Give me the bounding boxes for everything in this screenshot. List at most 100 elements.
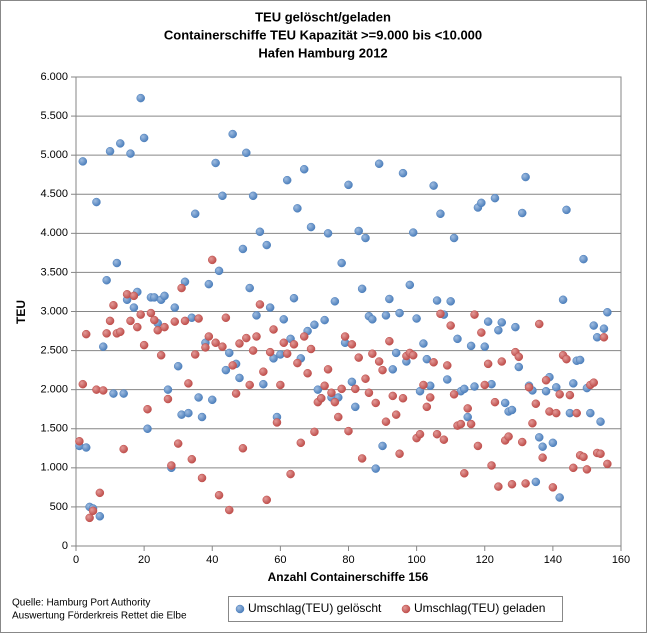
scatter-point xyxy=(289,293,299,303)
scatter-point xyxy=(163,394,173,404)
scatter-point xyxy=(228,361,237,370)
scatter-point xyxy=(361,233,370,243)
scatter-point xyxy=(371,464,380,473)
scatter-point xyxy=(255,300,265,309)
scatter-point xyxy=(259,367,268,376)
scatter-point xyxy=(293,358,302,368)
scatter-point xyxy=(381,417,391,426)
scatter-point xyxy=(337,384,346,394)
scatter-point xyxy=(126,149,135,158)
scatter-point xyxy=(415,429,425,439)
y-tick-label: 4.000 xyxy=(40,227,68,239)
y-axis-label: TEU xyxy=(14,300,28,324)
scatter-point xyxy=(480,342,489,351)
scatter-point xyxy=(95,512,105,521)
scatter-point xyxy=(133,322,142,332)
scatter-point xyxy=(429,358,438,367)
scatter-point xyxy=(535,319,544,329)
x-tick-label: 0 xyxy=(73,554,79,566)
scatter-point xyxy=(412,314,421,323)
scatter-point xyxy=(494,482,503,491)
scatter-point xyxy=(75,437,84,446)
scatter-point xyxy=(395,449,404,459)
scatter-point xyxy=(92,197,101,207)
chart-title: Containerschiffe TEU Kapazität >=9.000 b… xyxy=(164,27,482,42)
scatter-point xyxy=(385,294,394,304)
scatter-point xyxy=(276,380,285,390)
scatter-point xyxy=(78,157,88,166)
scatter-point xyxy=(596,449,605,459)
scatter-point xyxy=(357,454,367,463)
scatter-point xyxy=(231,389,241,398)
scatter-point xyxy=(238,244,248,254)
scatter-point xyxy=(436,309,445,319)
scatter-point xyxy=(391,348,401,358)
scatter-point xyxy=(374,357,384,366)
scatter-point xyxy=(286,469,295,479)
scatter-point xyxy=(374,159,384,169)
scatter-point xyxy=(228,129,237,139)
scatter-point xyxy=(368,315,377,324)
scatter-point xyxy=(351,402,360,412)
y-tick-label: 4.500 xyxy=(40,188,68,200)
y-tick-label: 2.000 xyxy=(40,384,68,396)
scatter-point xyxy=(187,454,197,464)
x-tick-label: 160 xyxy=(612,554,630,566)
scatter-point xyxy=(279,338,289,348)
scatter-point xyxy=(579,254,588,264)
scatter-point xyxy=(197,412,207,422)
y-tick-label: 1.500 xyxy=(40,423,68,435)
scatter-point xyxy=(436,209,445,219)
scatter-point xyxy=(340,332,350,341)
scatter-point xyxy=(170,317,180,326)
scatter-point xyxy=(487,461,496,470)
scatter-point xyxy=(579,452,588,462)
scatter-point xyxy=(507,479,517,489)
scatter-point xyxy=(299,164,309,174)
scatter-point xyxy=(575,355,585,365)
scatter-point xyxy=(572,408,581,418)
scatter-point xyxy=(293,204,302,213)
scatter-point xyxy=(477,328,486,337)
scatter-point xyxy=(173,439,183,448)
scatter-point xyxy=(388,365,398,374)
scatter-point xyxy=(163,385,173,394)
scatter-point xyxy=(177,283,186,293)
scatter-point xyxy=(586,408,595,418)
y-tick-label: 2.500 xyxy=(40,344,68,356)
scatter-point xyxy=(129,291,139,301)
scatter-point xyxy=(517,208,527,218)
legend-box xyxy=(228,596,563,622)
scatter-point xyxy=(429,181,438,190)
scatter-point xyxy=(453,334,462,344)
scatter-point xyxy=(252,332,261,341)
scatter-point xyxy=(422,402,432,412)
scatter-point xyxy=(269,325,278,334)
y-tick-label: 1.000 xyxy=(40,462,68,474)
legend-label: Umschlag(TEU) geladen xyxy=(414,601,545,615)
scatter-point xyxy=(337,258,346,268)
scatter-point xyxy=(603,308,612,317)
scatter-point xyxy=(102,275,111,285)
scatter-point xyxy=(535,433,544,442)
scatter-point xyxy=(184,408,193,418)
scatter-point xyxy=(129,303,139,312)
scatter-point xyxy=(225,348,234,358)
x-tick-label: 80 xyxy=(342,554,354,566)
scatter-point xyxy=(548,483,558,492)
scatter-point xyxy=(330,397,340,407)
scatter-point xyxy=(538,453,547,462)
scatter-point xyxy=(466,419,476,429)
scatter-point xyxy=(119,389,128,398)
scatter-point xyxy=(136,93,145,103)
scatter-point xyxy=(150,315,159,325)
scatter-point xyxy=(211,158,220,168)
scatter-point xyxy=(408,351,418,360)
scatter-point xyxy=(296,438,306,448)
scatter-point xyxy=(160,322,169,332)
scatter-point xyxy=(541,386,551,396)
scatter-point xyxy=(470,310,479,319)
scatter-point xyxy=(78,379,88,389)
x-tick-label: 20 xyxy=(138,554,150,566)
